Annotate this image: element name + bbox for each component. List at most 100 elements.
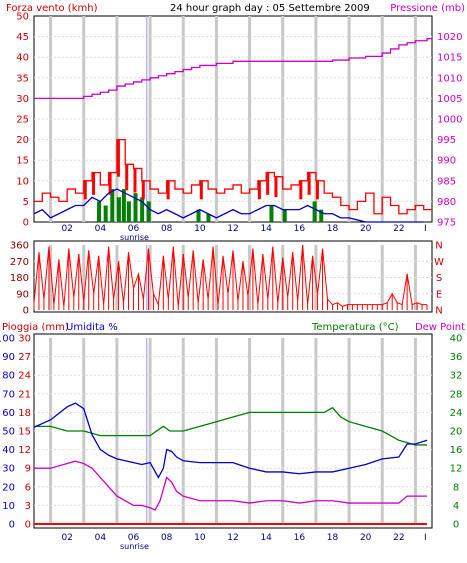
calm-bar [206,213,211,222]
direction-compass-tick: N [435,241,442,252]
x-tick-label: 04 [95,224,107,234]
rain-tick: 12 [18,445,31,456]
gust-bar [92,172,96,195]
gust-bar [133,168,137,193]
temp-humidity-x-ticks: 02 04 06 08 10 12 14 16 18 20 22 I [61,533,426,543]
humidity-tick: 10 [2,501,15,512]
humidity-tick: 40 [2,445,15,456]
calm-bar [121,189,126,222]
temperature-tick: 32 [450,371,463,382]
x-tick-label: 18 [327,533,339,543]
pressure-tick: 1000 [437,115,462,126]
wind-speed-axis-label: Forza vento (kmh) [6,3,98,14]
x-tick-label: 02 [61,224,72,234]
sunrise-label: sunrise [120,233,149,242]
wind-speed-tick: 35 [16,73,29,84]
wind-speed-tick: 5 [23,197,29,208]
humidity-tick: 80 [2,371,15,382]
pressure-tick: 1015 [437,53,462,64]
wind-pressure-x-ticks: 02 04 06 08 10 12 14 16 18 20 22 I [61,224,426,234]
temperature-tick: 20 [450,427,463,438]
calm-bar [319,209,324,222]
calm-bar [133,193,138,222]
temperature-ticks: 0 4 8 12 16 20 24 28 32 36 40 [450,334,463,531]
direction-degree-ticks: 0 90 180 270 360 [10,241,29,317]
humidity-line [33,402,428,479]
pressure-tick: 1005 [437,94,462,105]
wind-speed-tick: 20 [16,135,29,146]
temperature-axis-label: Temperatura (°C) [311,322,399,333]
direction-degree-tick: 90 [16,289,29,300]
direction-degree-tick: 270 [10,257,29,268]
temp-humidity-frame [33,333,433,529]
x-tick-label: 06 [128,533,140,543]
humidity-tick: 100 [0,334,15,345]
wind-speed-tick: 40 [16,53,29,64]
temperature-tick: 24 [450,408,463,419]
x-tick-label: 02 [61,533,72,543]
calm-bar [196,209,201,222]
direction-degree-tick: 360 [10,241,29,252]
x-tick-label: 14 [260,224,272,234]
temp-humidity-panel: 0102030405060708090100 03691215182124273… [0,322,465,551]
pressure-axis-label: Pressione (mb) [390,3,465,14]
calm-bar [269,205,274,222]
rain-tick: 6 [25,482,31,493]
rain-tick: 21 [18,389,31,400]
wind-speed-tick: 15 [16,156,29,167]
humidity-tick: 20 [2,482,15,493]
direction-compass-tick: E [436,289,442,300]
temperature-tick: 36 [450,352,463,363]
gust-bar [307,172,311,195]
gust-bar [83,180,87,200]
x-tick-label: 08 [161,533,173,543]
gust-bar [166,180,170,200]
humidity-tick: 70 [2,389,15,400]
x-tick-label: I [424,224,427,234]
humidity-tick: 0 [9,520,15,531]
wind-speed-tick: 0 [23,218,29,229]
x-tick-label: 06 [128,224,140,234]
temperature-tick: 16 [450,445,463,456]
rain-tick: 24 [18,371,31,382]
dewpoint-axis-label: Dew Point [415,322,465,333]
calm-bar [146,201,151,222]
humidity-tick: 90 [2,352,15,363]
temperature-tick: 8 [453,482,459,493]
calm-bar [282,209,287,222]
x-tick-label: 20 [360,533,372,543]
pressure-ticks: 975 980 985 990 995 1000 1005 1010 1015 1020 [437,32,462,228]
wind-direction-series [33,244,428,310]
wind-speed-tick: 30 [16,94,29,105]
gust-bar [125,164,129,191]
calm-bar [312,201,317,222]
pressure-tick: 990 [437,156,456,167]
rain-axis-label: Pioggia (mm) [2,322,69,333]
direction-degree-tick: 0 [23,306,29,317]
gust-bar [315,180,319,200]
gust-bar [257,180,261,200]
chart-title: 24 hour graph day : 05 Settembre 2009 [170,3,370,14]
calm-bar [140,197,145,222]
pressure-line [34,38,432,100]
pressure-tick: 985 [437,176,456,187]
x-tick-label: 10 [194,224,206,234]
rain-tick: 3 [25,501,31,512]
gust-bar [199,180,203,200]
rain-tick: 18 [18,408,31,419]
rain-tick: 30 [18,334,31,345]
gust-bar [266,172,270,195]
temperature-tick: 28 [450,389,463,400]
rain-ticks: 0 3 6 9 12 15 18 21 24 27 30 [18,334,31,531]
direction-compass-tick: N [435,306,442,317]
pressure-tick: 1020 [437,32,462,43]
calm-bar [116,197,121,222]
humidity-axis-label: Umidita % [66,322,118,333]
gust-bar [141,180,145,200]
calm-bar [126,201,131,222]
humidity-ticks: 0 10 20 30 40 50 60 70 80 90 100 [0,334,15,531]
